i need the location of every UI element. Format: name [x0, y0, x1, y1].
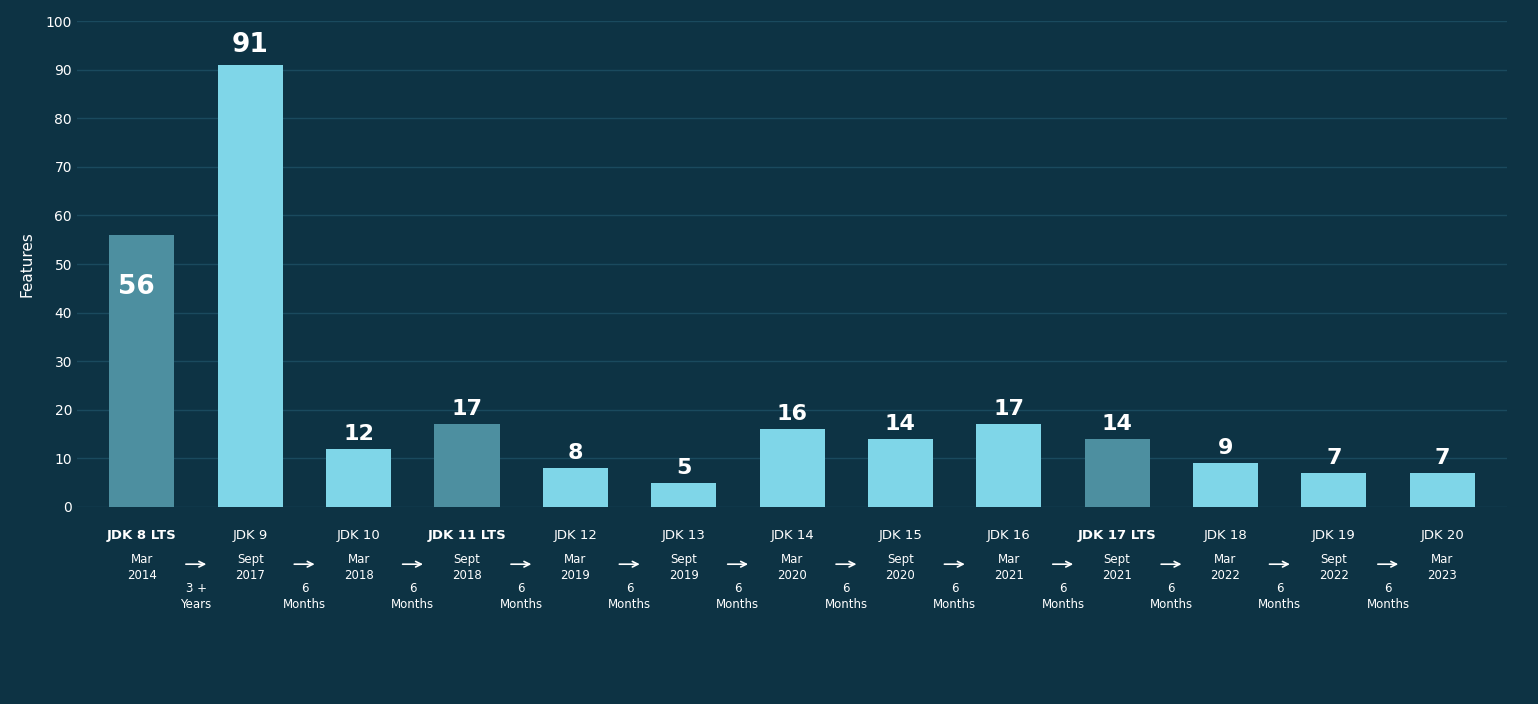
Text: JDK 18: JDK 18: [1204, 529, 1247, 542]
Bar: [867, 439, 934, 507]
Text: JDK 16: JDK 16: [987, 529, 1030, 542]
Text: Mar
2023: Mar 2023: [1427, 553, 1456, 582]
Bar: [543, 468, 608, 507]
Bar: [109, 235, 174, 507]
Text: Sept
2018: Sept 2018: [452, 553, 481, 582]
Text: Mar
2022: Mar 2022: [1210, 553, 1241, 582]
Text: 14: 14: [1101, 414, 1132, 434]
Bar: [977, 425, 1041, 507]
Y-axis label: Features: Features: [20, 231, 34, 297]
Text: 91: 91: [232, 32, 269, 58]
Text: 6
Months: 6 Months: [717, 582, 760, 611]
Bar: [1084, 439, 1150, 507]
Text: 17: 17: [452, 399, 483, 420]
Text: JDK 8 LTS: JDK 8 LTS: [108, 529, 177, 542]
Text: 17: 17: [994, 399, 1024, 420]
Text: 12: 12: [343, 424, 374, 444]
Text: Mar
2018: Mar 2018: [345, 553, 374, 582]
Bar: [760, 429, 824, 507]
Text: 6
Months: 6 Months: [283, 582, 326, 611]
Text: Mar
2020: Mar 2020: [777, 553, 807, 582]
Text: JDK 19: JDK 19: [1312, 529, 1355, 542]
Text: 6
Months: 6 Months: [500, 582, 543, 611]
Text: JDK 10: JDK 10: [337, 529, 380, 542]
Bar: [651, 483, 717, 507]
Text: Sept
2022: Sept 2022: [1320, 553, 1349, 582]
Text: JDK 17 LTS: JDK 17 LTS: [1078, 529, 1157, 542]
Text: Sept
2020: Sept 2020: [886, 553, 915, 582]
Bar: [1193, 463, 1258, 507]
Text: 6
Months: 6 Months: [391, 582, 434, 611]
Text: 6
Months: 6 Months: [1258, 582, 1301, 611]
Text: JDK 9: JDK 9: [232, 529, 268, 542]
Text: 6
Months: 6 Months: [608, 582, 651, 611]
Text: JDK 20: JDK 20: [1421, 529, 1464, 542]
Bar: [435, 425, 500, 507]
Text: Mar
2014: Mar 2014: [128, 553, 157, 582]
Text: 6
Months: 6 Months: [1150, 582, 1193, 611]
Text: JDK 14: JDK 14: [771, 529, 814, 542]
Text: Mar
2021: Mar 2021: [994, 553, 1024, 582]
Text: 5: 5: [677, 458, 692, 478]
Bar: [1301, 473, 1366, 507]
Text: 3 +
Years: 3 + Years: [180, 582, 212, 611]
Text: Sept
2019: Sept 2019: [669, 553, 698, 582]
Text: 6
Months: 6 Months: [824, 582, 867, 611]
Bar: [326, 448, 391, 507]
Text: 56: 56: [118, 274, 155, 300]
Text: 7: 7: [1435, 448, 1450, 468]
Text: 6
Months: 6 Months: [934, 582, 977, 611]
Text: 6
Months: 6 Months: [1366, 582, 1410, 611]
Text: Mar
2019: Mar 2019: [560, 553, 591, 582]
Text: 16: 16: [777, 404, 807, 425]
Text: Sept
2021: Sept 2021: [1103, 553, 1132, 582]
Text: Sept
2017: Sept 2017: [235, 553, 265, 582]
Text: 6
Months: 6 Months: [1041, 582, 1084, 611]
Text: JDK 11 LTS: JDK 11 LTS: [428, 529, 506, 542]
Text: JDK 13: JDK 13: [661, 529, 706, 542]
Bar: [1410, 473, 1475, 507]
Text: JDK 15: JDK 15: [878, 529, 923, 542]
Bar: [218, 65, 283, 507]
Text: JDK 12: JDK 12: [554, 529, 597, 542]
Text: 9: 9: [1218, 439, 1233, 458]
Text: 14: 14: [884, 414, 915, 434]
Text: 8: 8: [568, 443, 583, 463]
Text: 7: 7: [1326, 448, 1341, 468]
